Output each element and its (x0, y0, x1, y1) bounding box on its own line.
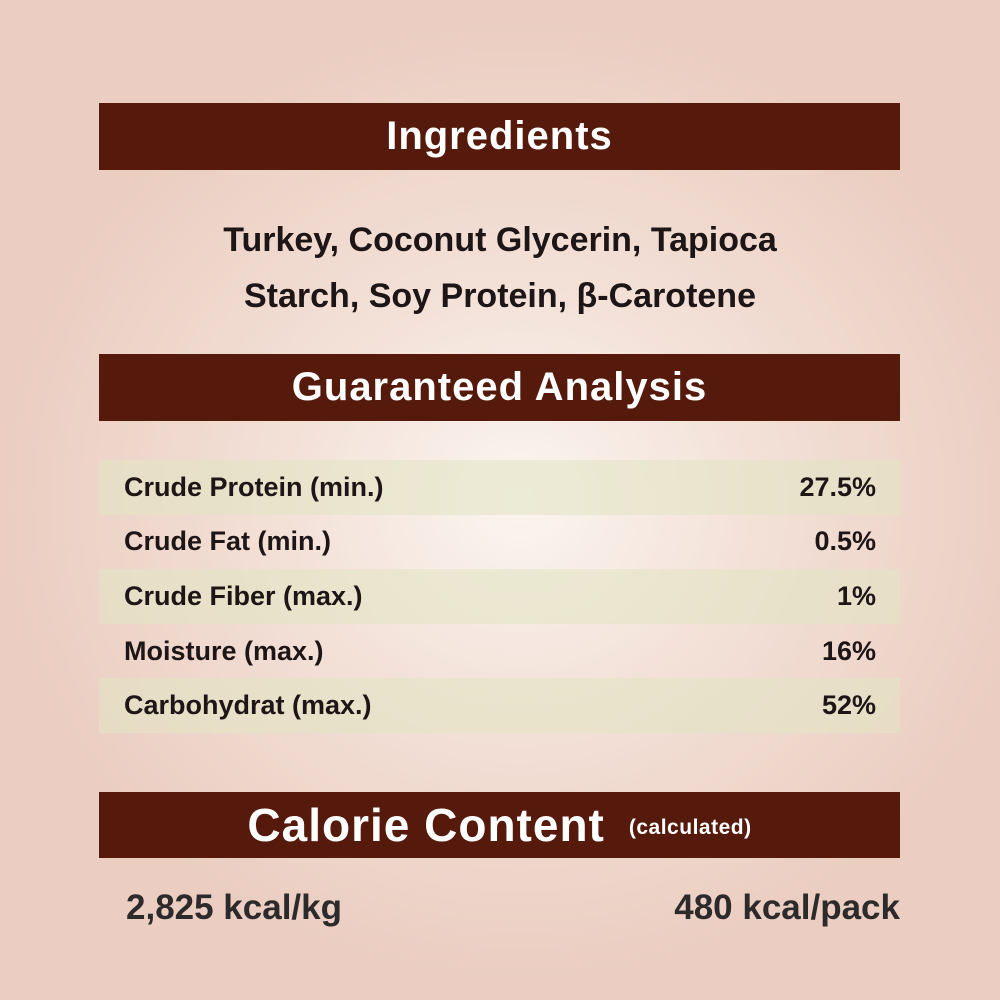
ingredients-line: Turkey, Coconut Glycerin, Tapioca (223, 221, 777, 259)
ingredients-title: Ingredients (386, 114, 613, 158)
row-label: Crude Protein (min.) (124, 471, 384, 502)
ingredients-line: Starch, Soy Protein, β-Carotene (244, 277, 756, 315)
calorie-per-pack: 480 kcal/pack (674, 888, 900, 927)
row-value: 1% (836, 580, 876, 611)
analysis-title: Guaranteed Analysis (291, 365, 708, 409)
row-label: Moisture (max.) (124, 635, 324, 666)
analysis-row: Crude Protein (min.) 27.5% (99, 460, 900, 515)
row-value: 52% (821, 690, 876, 721)
calorie-title: Calorie Content (247, 799, 605, 851)
ingredients-list: Turkey, Coconut Glycerin, Tapioca Starch… (0, 212, 1000, 324)
analysis-header: Guaranteed Analysis (99, 354, 900, 421)
analysis-row: Carbohydrat (max.) 52% (99, 678, 900, 733)
row-label: Carbohydrat (max.) (124, 690, 372, 721)
calorie-note: (calculated) (628, 816, 752, 839)
calorie-per-kg: 2,825 kcal/kg (126, 888, 342, 927)
row-value: 16% (821, 635, 876, 666)
analysis-row: Moisture (max.) 16% (99, 624, 900, 679)
row-value: 0.5% (814, 526, 876, 557)
ingredients-header: Ingredients (99, 103, 900, 170)
row-label: Crude Fiber (max.) (124, 580, 363, 611)
calorie-header: Calorie Content (calculated) (99, 792, 900, 858)
analysis-row: Crude Fat (min.) 0.5% (99, 515, 900, 570)
row-label: Crude Fat (min.) (124, 526, 331, 557)
row-value: 27.5% (799, 471, 876, 502)
analysis-row: Crude Fiber (max.) 1% (99, 569, 900, 624)
